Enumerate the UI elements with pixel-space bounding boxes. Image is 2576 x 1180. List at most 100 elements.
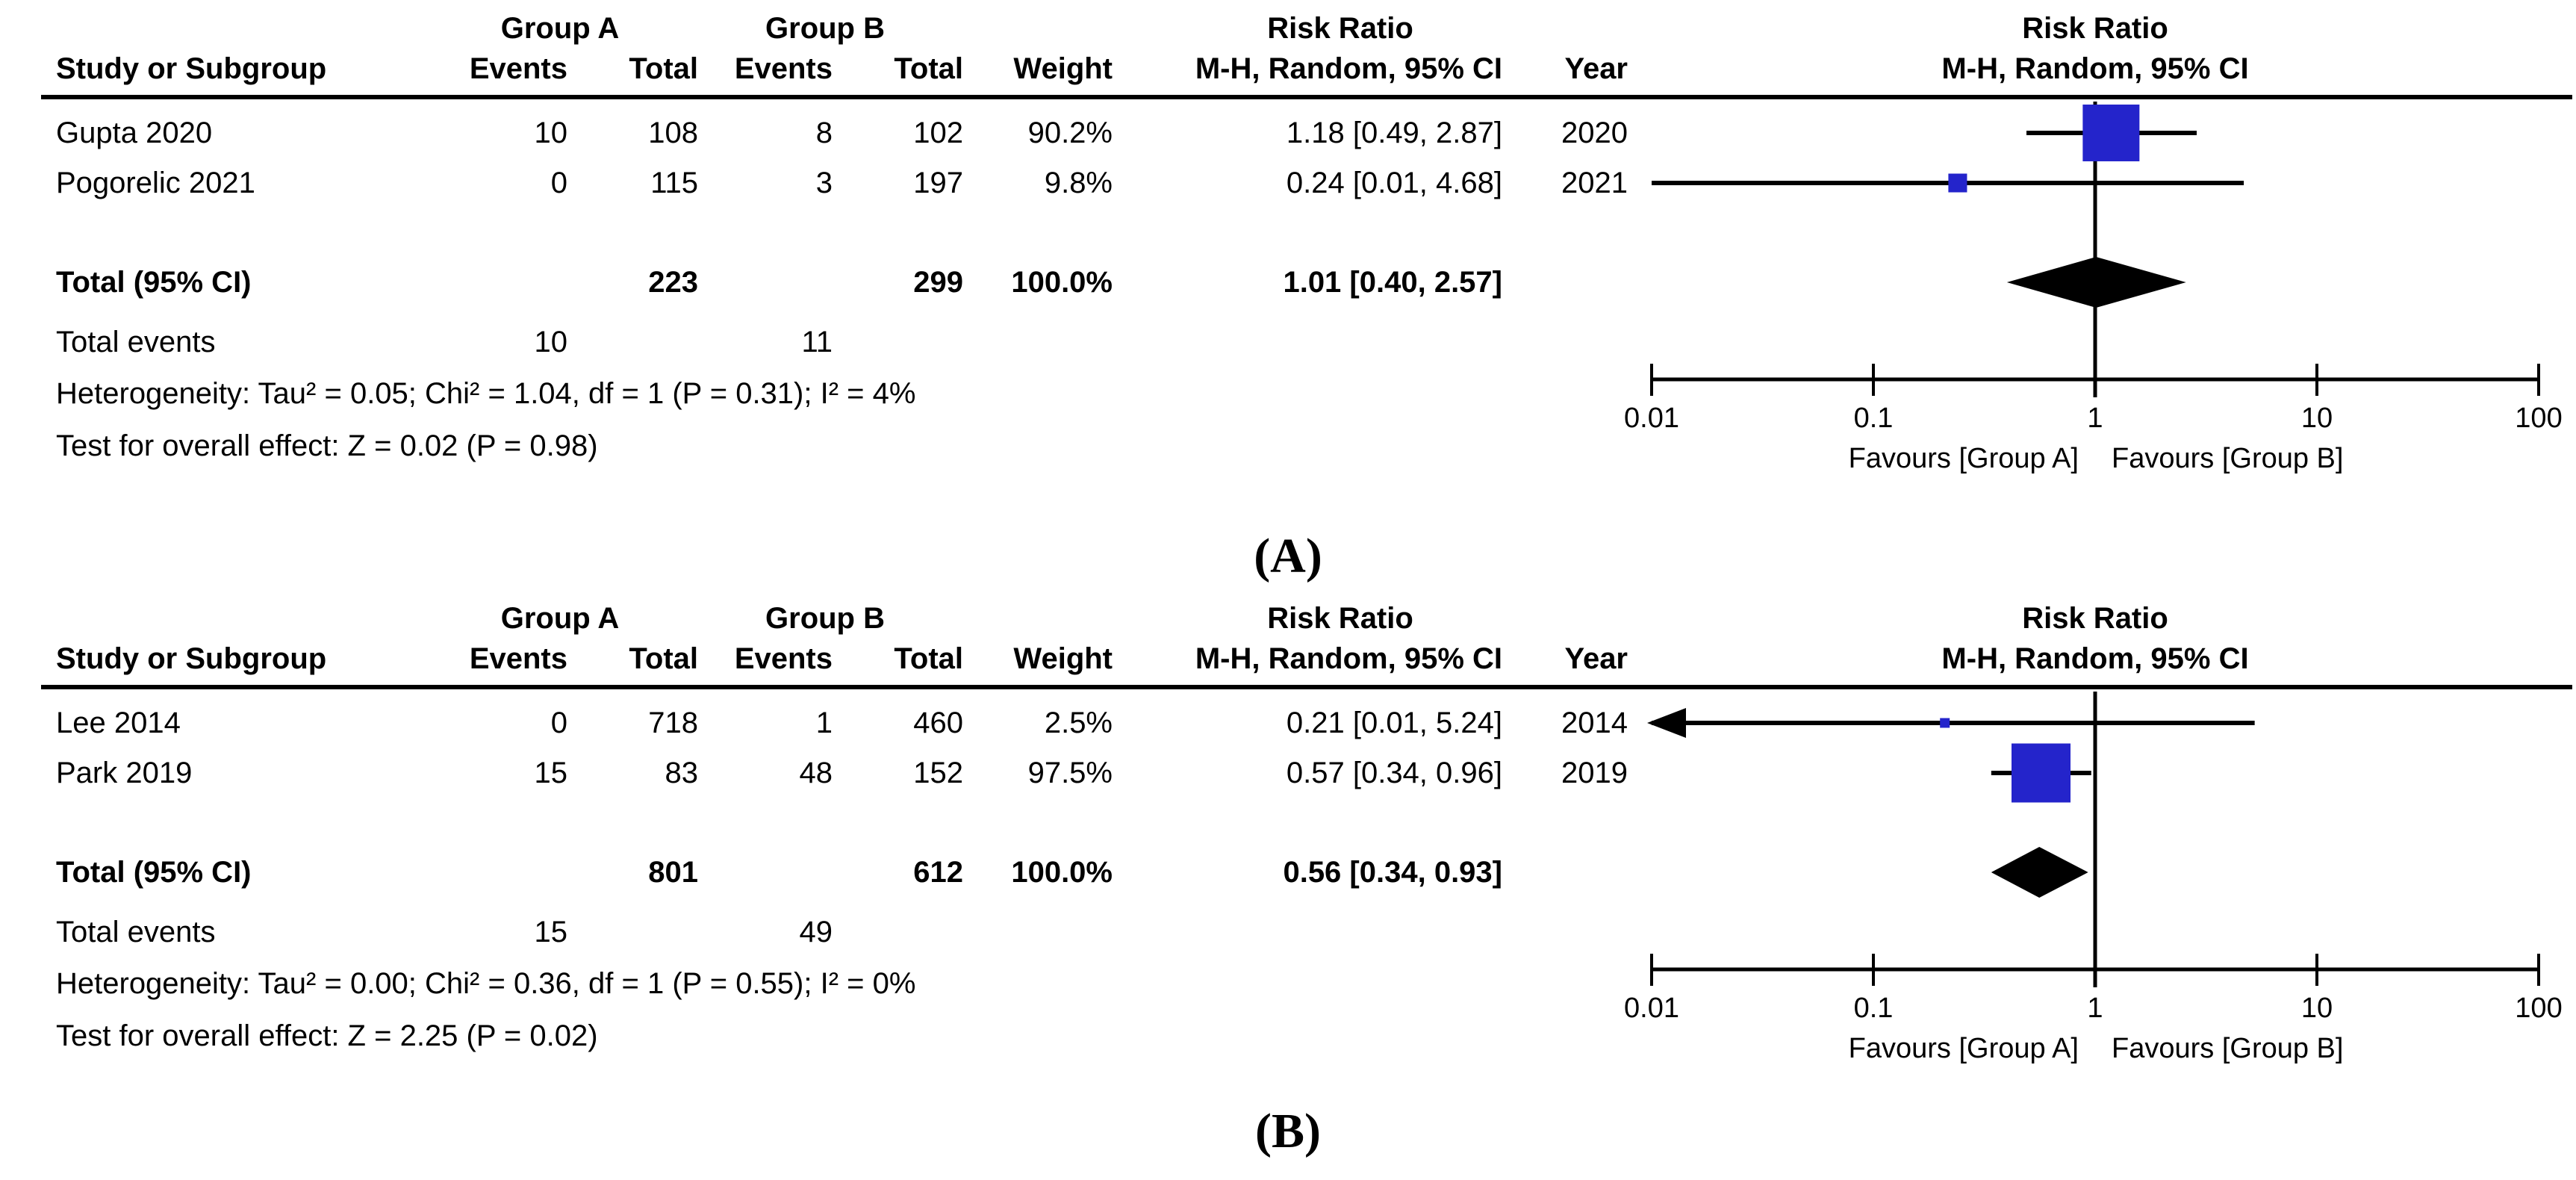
total-risk-ratio-ci: 1.01 [0.40, 2.57] [1283,266,1502,299]
events-a: 15 [534,757,568,789]
events-b-col-header: Events [734,52,833,85]
axis-tick-label: 0.1 [1854,403,1894,434]
year: 2014 [1561,707,1628,739]
weight: 90.2% [1027,117,1113,149]
header-divider [41,685,2572,689]
risk-ratio-ci: 0.21 [0.01, 5.24] [1286,707,1502,739]
method-table-header: M-H, Random, 95% CI [1195,642,1502,675]
risk-ratio-ci: 0.24 [0.01, 4.68] [1286,167,1502,199]
study-name: Lee 2014 [56,707,181,739]
risk-ratio-plot-header: Risk Ratio [2022,12,2168,45]
risk-ratio-table-header: Risk Ratio [1267,602,1413,635]
effect-size-square [2082,105,2140,161]
axis-tick-label: 0.01 [1624,993,1679,1024]
panel-b-label: (B) [1255,1104,1321,1158]
group-b-header: Group B [765,12,885,45]
effect-size-square [1940,718,1950,728]
heterogeneity-note: Heterogeneity: Tau² = 0.00; Chi² = 0.36,… [56,967,916,1000]
effect-size-square [2011,743,2071,803]
method-table-header: M-H, Random, 95% CI [1195,52,1502,85]
total-events-b: 49 [799,916,833,948]
risk-ratio-ci: 0.57 [0.34, 0.96] [1286,757,1502,789]
pooled-effect-diamond [2006,257,2186,308]
year-col-header: Year [1564,52,1628,85]
events-a: 10 [534,117,568,149]
total-b: 102 [913,117,963,149]
total-b: 299 [913,266,963,299]
study-name: Pogorelic 2021 [56,167,255,199]
year-col-header: Year [1564,642,1628,675]
total-a-col-header: Total [629,642,698,675]
favours-left-label: Favours [Group A] [1849,443,2079,474]
header-divider [41,95,2572,99]
axis-tick-label: 0.01 [1624,403,1679,434]
panel-a-label: (A) [1254,529,1322,583]
axis-tick-label: 1 [2087,403,2103,434]
favours-right-label: Favours [Group B] [2112,1033,2343,1064]
total-b-col-header: Total [894,52,963,85]
study-name: Gupta 2020 [56,117,213,149]
forest-plot-panel-a: Group A Group B Risk Ratio Risk Ratio St… [41,12,2572,583]
study-col-header: Study or Subgroup [56,642,327,675]
effect-size-square [1948,173,1967,193]
forest-plot-panel-b: Group A Group B Risk Ratio Risk Ratio St… [0,590,2576,1180]
events-b: 3 [815,167,833,199]
study-name: Park 2019 [56,757,193,789]
method-plot-header: M-H, Random, 95% CI [1941,642,2249,675]
risk-ratio-plot-header: Risk Ratio [2022,602,2168,635]
total-a-col-header: Total [629,52,698,85]
pooled-effect-diamond [1991,847,2088,898]
events-a-col-header: Events [469,52,567,85]
study-col-header: Study or Subgroup [56,52,327,85]
method-plot-header: M-H, Random, 95% CI [1941,52,2249,85]
total-b: 152 [913,757,963,789]
overall-effect-note: Test for overall effect: Z = 0.02 (P = 0… [56,429,598,462]
group-b-header: Group B [765,602,885,635]
year: 2021 [1561,167,1628,199]
total-events-a: 15 [534,916,568,948]
year: 2019 [1561,757,1628,789]
total-label: Total (95% CI) [56,266,252,299]
axis-tick-label: 1 [2087,993,2103,1024]
total-events-label: Total events [56,916,216,948]
group-a-header: Group A [500,12,620,45]
total-b: 197 [913,167,963,199]
total-events-a: 10 [534,326,568,358]
favours-right-label: Favours [Group B] [2112,443,2343,474]
total-a: 801 [648,856,698,889]
total-a: 223 [648,266,698,299]
risk-ratio-table-header: Risk Ratio [1267,12,1413,45]
total-a: 83 [665,757,699,789]
total-events-b: 11 [801,326,833,358]
weight-col-header: Weight [1013,642,1113,675]
events-a: 0 [550,167,567,199]
total-risk-ratio-ci: 0.56 [0.34, 0.93] [1283,856,1502,889]
year: 2020 [1561,117,1628,149]
weight: 2.5% [1044,707,1113,739]
axis-tick-label: 0.1 [1854,993,1894,1024]
events-a-col-header: Events [469,642,567,675]
axis-tick-label: 10 [2301,403,2333,434]
heterogeneity-note: Heterogeneity: Tau² = 0.05; Chi² = 1.04,… [56,377,916,410]
total-a: 108 [648,117,698,149]
weight: 9.8% [1044,167,1113,199]
total-weight: 100.0% [1011,856,1113,889]
total-events-label: Total events [56,326,216,358]
events-b-col-header: Events [734,642,833,675]
total-b: 612 [913,856,963,889]
total-weight: 100.0% [1011,266,1113,299]
weight: 97.5% [1027,757,1113,789]
total-b: 460 [913,707,963,739]
total-b-col-header: Total [894,642,963,675]
events-a: 0 [550,707,567,739]
group-a-header: Group A [500,602,620,635]
axis-tick-label: 100 [2515,993,2562,1024]
ci-arrow-left [1647,708,1686,738]
total-a: 115 [650,167,698,199]
favours-left-label: Favours [Group A] [1849,1033,2079,1064]
events-b: 8 [815,117,833,149]
overall-effect-note: Test for overall effect: Z = 2.25 (P = 0… [56,1019,598,1052]
events-b: 1 [815,707,833,739]
axis-tick-label: 100 [2515,403,2562,434]
